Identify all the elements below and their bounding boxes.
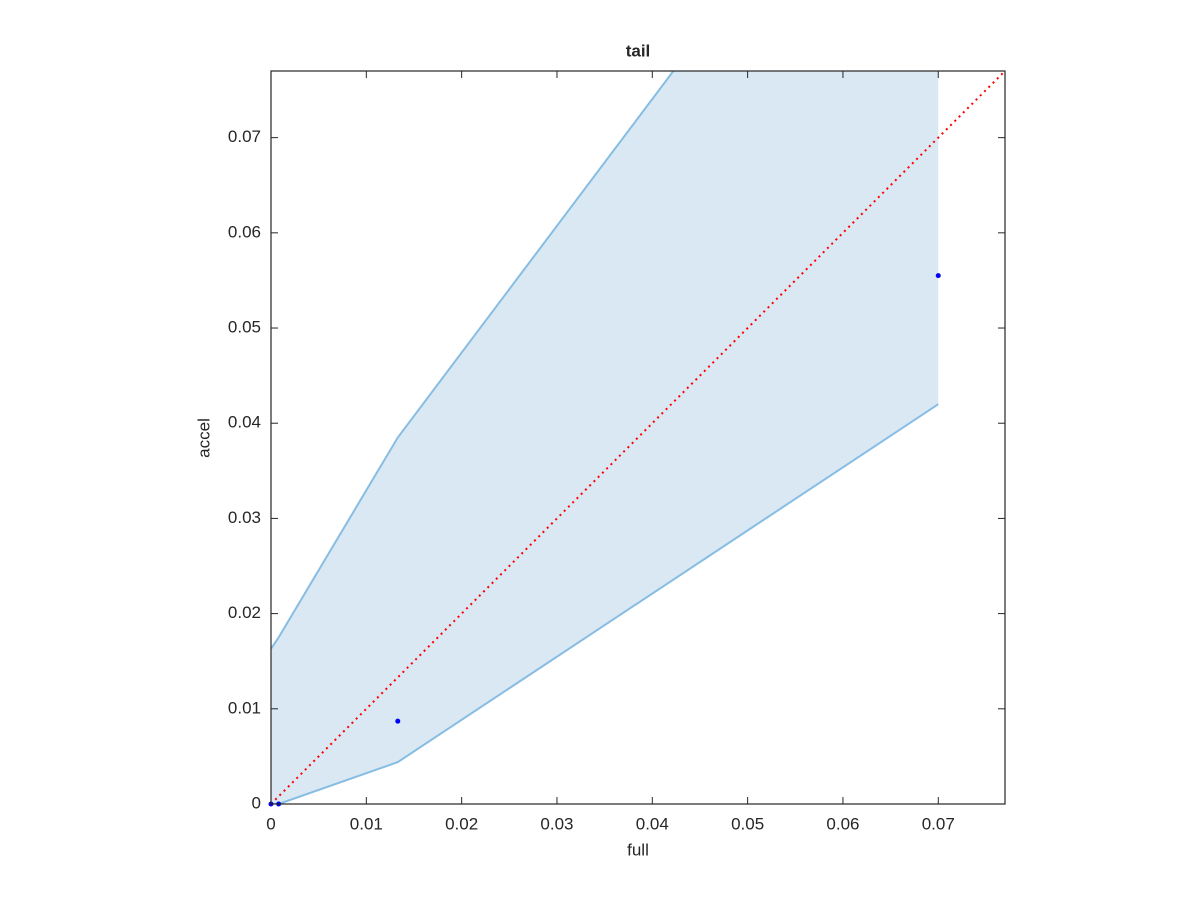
point — [395, 718, 401, 724]
x-tick-label: 0.03 — [540, 814, 573, 833]
y-tick-label: 0.01 — [228, 698, 261, 717]
chart-title: tail — [626, 41, 651, 60]
point — [935, 273, 941, 279]
axes-box — [270, 70, 1006, 805]
band-lower — [271, 403, 939, 804]
y-tick-label: 0.02 — [228, 603, 261, 622]
y-tick-label: 0.07 — [228, 127, 261, 146]
y-tick-label: 0.03 — [228, 508, 261, 527]
band-fill — [271, 71, 939, 804]
x-axis-label: full — [627, 840, 649, 859]
band-upper — [271, 71, 675, 650]
y-axis-label: accel — [194, 418, 213, 458]
y-tick-label: 0.05 — [228, 318, 261, 337]
x-tick-label: 0.05 — [731, 814, 764, 833]
x-tick-label: 0.06 — [826, 814, 859, 833]
x-tick-label: 0 — [266, 814, 275, 833]
y-tick-label: 0.04 — [228, 413, 261, 432]
y-tick-label: 0 — [252, 793, 261, 812]
y-tick-label: 0.06 — [228, 222, 261, 241]
x-tick-label: 0.01 — [350, 814, 383, 833]
x-tick-label: 0.07 — [922, 814, 955, 833]
plot-area — [271, 71, 1005, 804]
x-tick-label: 0.02 — [445, 814, 478, 833]
x-tick-label: 0.04 — [636, 814, 669, 833]
reference-line — [271, 71, 1005, 804]
